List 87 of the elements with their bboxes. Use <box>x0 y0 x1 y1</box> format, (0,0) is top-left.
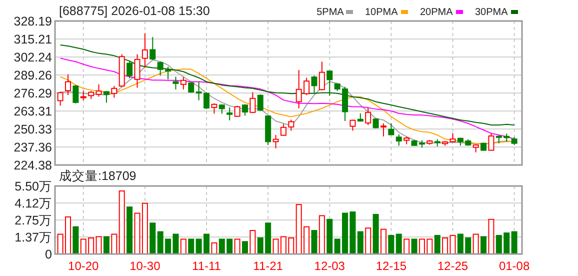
bar <box>150 222 156 254</box>
bar <box>411 238 418 254</box>
candlestick <box>126 61 133 79</box>
candlestick <box>311 75 318 94</box>
candlestick <box>180 76 186 90</box>
candlestick <box>257 94 264 112</box>
x-tick-label: 12-25 <box>437 259 468 273</box>
candlestick <box>234 105 240 118</box>
candlestick <box>396 134 402 146</box>
candlestick <box>350 119 356 132</box>
candlestick <box>134 54 140 88</box>
candlestick <box>72 84 79 104</box>
y-tick-label: 224.38 <box>14 158 52 172</box>
candlestick <box>365 107 372 126</box>
y-tick-label: 0 <box>45 247 52 262</box>
x-tick-label: 01-08 <box>498 259 530 273</box>
bar <box>488 218 494 254</box>
x-tick-label: 12-15 <box>376 259 407 273</box>
candlestick <box>142 32 148 68</box>
y-tick-label: 302.24 <box>14 50 52 64</box>
y-tick-label: 2.75万 <box>14 213 52 228</box>
bar <box>72 226 79 254</box>
candlestick <box>80 90 86 101</box>
y-tick-label: 237.36 <box>14 140 52 154</box>
x-tick-label: 10-20 <box>68 259 100 273</box>
legend-label: 5PMA <box>316 7 344 18</box>
bar <box>511 231 518 254</box>
candlestick <box>226 106 233 121</box>
bar <box>388 234 394 254</box>
candlestick <box>64 74 71 96</box>
x-tick-label: 11-11 <box>192 259 222 273</box>
chart-title: [688775] 2026-01-08 15:30 <box>59 4 210 18</box>
y-tick-label: 315.21 <box>14 32 52 46</box>
y-tick-label: 250.33 <box>14 122 52 136</box>
bar <box>326 218 333 254</box>
legend-label: 30PMA <box>475 7 508 18</box>
bar <box>142 202 148 254</box>
legend-label: 20PMA <box>420 7 454 18</box>
bar <box>404 238 410 254</box>
chart-title: 成交量:18709 <box>59 168 136 183</box>
y-tick-label: 4.12万 <box>14 196 52 210</box>
bar <box>111 234 118 254</box>
bar <box>480 236 487 254</box>
bar <box>211 242 218 254</box>
bar <box>188 238 194 254</box>
bar <box>118 190 125 254</box>
line-series <box>60 44 515 126</box>
y-tick-label: 289.26 <box>14 68 52 82</box>
bar <box>180 238 186 254</box>
bar <box>396 234 402 254</box>
candlestick <box>103 90 110 104</box>
y-tick-label: 328.19 <box>14 14 52 28</box>
bar <box>126 206 133 254</box>
bar <box>242 241 248 254</box>
x-tick-label: 12-03 <box>314 259 346 273</box>
bar <box>103 236 110 254</box>
y-tick-label: 276.29 <box>14 86 52 100</box>
candlestick <box>488 132 494 152</box>
bar <box>372 214 379 254</box>
y-tick-label: 5.50万 <box>14 179 52 194</box>
candlestick <box>96 84 102 98</box>
bar <box>311 230 318 254</box>
y-tick-label: 1.37万 <box>14 230 52 244</box>
bar <box>357 231 364 254</box>
bar <box>318 215 325 254</box>
bar <box>234 238 240 254</box>
candlestick <box>272 134 279 149</box>
bar <box>96 236 102 254</box>
x-tick-label: 10-30 <box>130 259 161 273</box>
bar <box>434 234 440 254</box>
y-tick-label: 263.31 <box>14 104 52 118</box>
bar <box>380 228 386 254</box>
candlestick <box>111 86 118 98</box>
bar <box>250 230 256 254</box>
candlestick <box>380 122 386 137</box>
candlestick <box>326 70 333 96</box>
legend-label: 10PMA <box>365 7 398 18</box>
candlestick <box>318 61 325 91</box>
x-tick-label: 11-21 <box>253 259 284 273</box>
bar <box>134 212 140 254</box>
candlestick <box>57 91 64 106</box>
bar <box>365 228 372 254</box>
candlestick <box>211 102 218 114</box>
candlestick <box>250 92 256 114</box>
candlestick <box>150 36 156 60</box>
bar <box>472 234 479 254</box>
candlestick <box>172 76 179 90</box>
